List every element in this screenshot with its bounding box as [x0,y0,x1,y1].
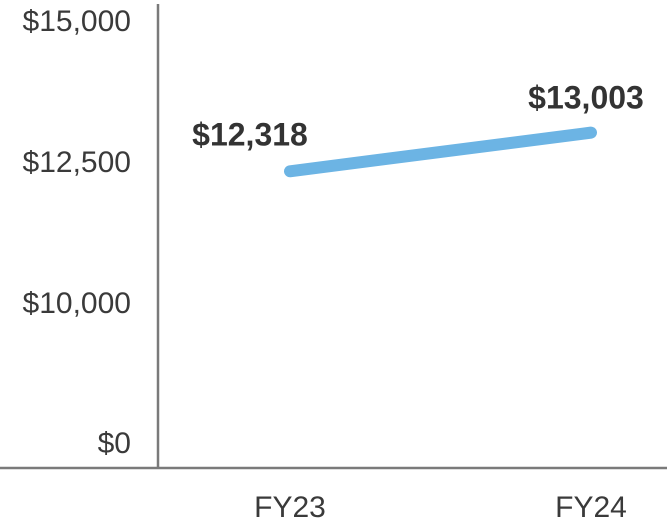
x-tick-label: FY24 [555,491,627,521]
y-tick-label: $15,000 [23,5,131,38]
y-tick-label: $10,000 [23,287,131,320]
data-labels: $12,318 $13,003 [192,80,644,153]
x-tick-labels: FY23 FY24 [254,491,627,521]
y-tick-label: $0 [98,427,131,460]
x-tick-label: FY23 [254,491,326,521]
y-tick-label: $12,500 [23,146,131,179]
y-tick-labels: $0 $10,000 $12,500 $15,000 [23,5,131,460]
series-line [284,126,597,178]
data-label: $12,318 [192,116,308,152]
series-layer [284,126,597,178]
data-label: $13,003 [528,80,644,116]
